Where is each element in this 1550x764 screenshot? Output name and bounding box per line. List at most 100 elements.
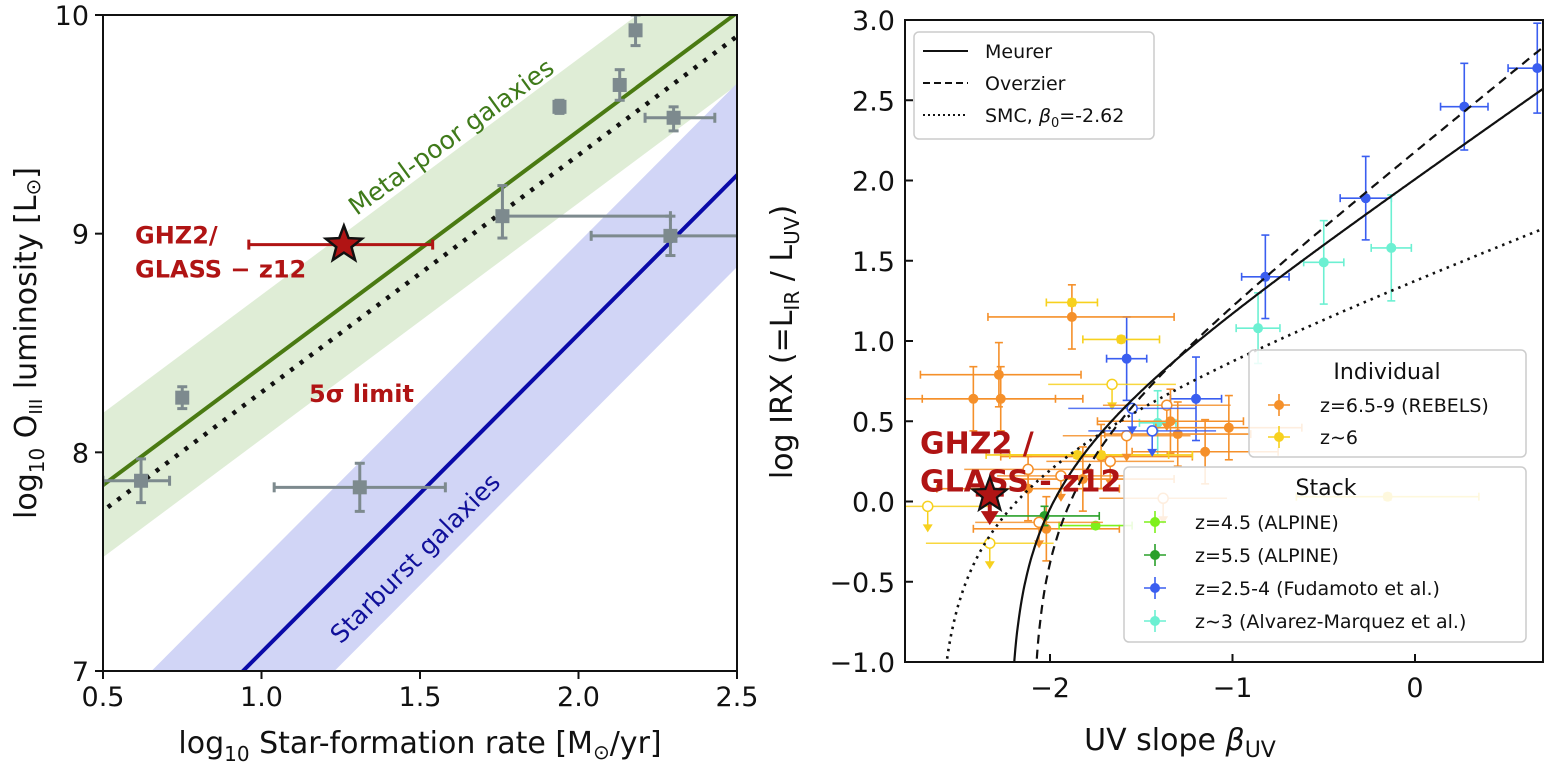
limit-arrow-head xyxy=(980,511,999,526)
limit-arrow-head xyxy=(1127,426,1138,435)
legend-title: Stack xyxy=(1296,476,1357,501)
limit-arrow-head xyxy=(1121,453,1132,462)
legends: Meurer Overzier SMC, β0=-2.62 Individual z=6… xyxy=(913,31,1527,643)
legend-box xyxy=(1248,349,1527,458)
legend-box xyxy=(913,31,1155,140)
legend-individual: Individual z=6.5-9 (REBELS) z∼6 xyxy=(1248,349,1527,458)
y-tick-label: 0.0 xyxy=(852,488,895,519)
y-tick-label: −0.5 xyxy=(829,568,895,599)
data-point xyxy=(628,15,643,48)
limit-arrow-head xyxy=(984,561,995,570)
filled-marker xyxy=(995,393,1006,404)
dashed-curve xyxy=(1035,45,1543,662)
open-marker xyxy=(921,500,934,513)
limit-arrow-head xyxy=(1105,479,1116,488)
legend-marker xyxy=(1150,616,1160,626)
limit-arrow-head xyxy=(922,524,933,533)
data-point xyxy=(1370,194,1413,302)
filled-marker xyxy=(993,369,1004,380)
right-x-axis-label: UV slope βUV xyxy=(1084,723,1276,763)
filled-marker xyxy=(1532,63,1543,74)
y-tick-label: 1.0 xyxy=(852,327,895,358)
upper-limit-point xyxy=(925,537,1054,570)
y-tick-label: 0.5 xyxy=(852,407,895,438)
right-y-axis-label: log IRX (=LIR / LUV) xyxy=(765,205,804,479)
y-tick-label: 2.0 xyxy=(852,167,895,198)
limit-arrow-head xyxy=(1107,402,1118,411)
legend-label: z∼3 (Alvarez-Marquez et al.) xyxy=(1195,611,1466,633)
limit-arrow-head xyxy=(1147,448,1158,457)
data-point xyxy=(495,184,672,240)
open-marker xyxy=(984,537,996,549)
legend-label: z=5.5 (ALPINE) xyxy=(1195,545,1339,567)
y-tick-label: 8 xyxy=(72,438,89,469)
legend-label: z=6.5-9 (REBELS) xyxy=(1320,395,1489,417)
limit-arrow-head xyxy=(1161,423,1172,432)
upper-limit-point xyxy=(1046,455,1175,488)
data-points xyxy=(103,15,737,513)
left-x-axis-label: log10 Star-formation rate [M⊙/yr] xyxy=(178,726,661,764)
annotations: GHZ2 /GLASS - z12 xyxy=(920,426,1121,499)
legend-marker xyxy=(1150,550,1160,560)
data-point xyxy=(921,365,1084,432)
filled-marker xyxy=(1066,311,1077,322)
ghz2-label: GLASS - z12 xyxy=(920,464,1121,499)
ticks: 0.5 1.0 1.5 2.0 2.5 7 8 9 10 xyxy=(55,1,759,713)
data-point xyxy=(643,105,717,133)
data-point xyxy=(175,385,190,411)
y-tick-label: −1.0 xyxy=(829,648,895,679)
filled-marker xyxy=(1386,242,1397,253)
relation-band xyxy=(151,83,737,671)
data-point xyxy=(1082,334,1161,345)
open-marker xyxy=(1146,425,1158,437)
legend-label: z=4.5 (ALPINE) xyxy=(1195,512,1339,534)
data-point xyxy=(987,284,1175,350)
x-tick-label: −2 xyxy=(1030,673,1070,704)
legend-marker xyxy=(1150,583,1160,593)
filled-marker xyxy=(1223,422,1234,433)
x-tick-label: 2.5 xyxy=(716,682,759,713)
legend-marker xyxy=(1274,400,1284,410)
data-point xyxy=(1045,297,1099,308)
legend-stack: Stack z=4.5 (ALPINE) z=5.5 (ALPINE) z=2.5-4… xyxy=(1123,466,1527,643)
filled-marker xyxy=(1318,257,1329,268)
data-point xyxy=(589,214,737,258)
x-tick-label: 0.5 xyxy=(82,682,125,713)
ghz2-marker xyxy=(969,473,1010,526)
square-marker xyxy=(552,99,567,114)
star-marker xyxy=(322,222,366,263)
relation-curves xyxy=(945,45,1543,662)
ticks: −2 −1 0 −1.0 −0.5 0.0 0.5 1.0 1.5 2.0 2.5 3.0 xyxy=(829,6,1423,704)
relation-bands xyxy=(103,15,737,671)
relation-line xyxy=(103,15,737,488)
open-marker xyxy=(1120,429,1133,442)
upper-limit-point xyxy=(1102,399,1231,432)
ghz2-label: GHZ2 / xyxy=(920,426,1034,461)
x-tick-label: 2.0 xyxy=(557,682,600,713)
relation-band xyxy=(103,15,737,558)
y-tick-label: 10 xyxy=(55,1,89,32)
open-marker xyxy=(1106,378,1118,391)
filled-marker xyxy=(1200,446,1211,457)
legend-label: z=2.5-4 (Fudamoto et al.) xyxy=(1195,578,1440,600)
legend-label: SMC, β0=-2.62 xyxy=(985,105,1124,131)
square-marker xyxy=(663,228,678,243)
data-point xyxy=(103,457,172,505)
y-tick-label: 7 xyxy=(72,657,89,688)
data-point xyxy=(1169,356,1223,442)
right-panel: GHZ2 /GLASS - z12 Meurer Overzier SMC, β0=… xyxy=(765,6,1544,763)
upper-limit-point xyxy=(964,463,1092,496)
square-marker xyxy=(628,23,643,38)
square-marker xyxy=(495,209,510,224)
data-point xyxy=(272,461,447,513)
x-tick-label: 1.0 xyxy=(240,682,283,713)
upper-limit-point xyxy=(1048,378,1176,411)
x-tick-label: 0 xyxy=(1406,673,1423,704)
legend-label: Overzier xyxy=(985,73,1066,95)
filled-marker xyxy=(1116,334,1127,345)
x-tick-label: −1 xyxy=(1213,673,1253,704)
data-point xyxy=(552,98,567,115)
filled-marker xyxy=(1253,323,1264,334)
ghz2-label: GLASS − z12 xyxy=(135,256,306,284)
